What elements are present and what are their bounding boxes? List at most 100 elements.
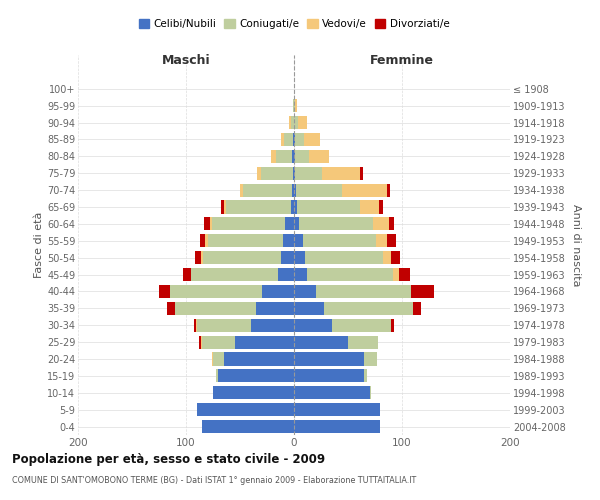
Bar — [364, 352, 377, 366]
Bar — [298, 116, 307, 129]
Bar — [203, 251, 281, 264]
Bar — [293, 133, 294, 146]
Bar — [387, 184, 390, 196]
Bar — [304, 133, 320, 146]
Bar — [389, 218, 394, 230]
Bar — [316, 285, 410, 298]
Bar — [294, 386, 370, 400]
Bar — [205, 234, 208, 247]
Bar — [200, 234, 205, 247]
Bar — [170, 285, 262, 298]
Bar — [257, 166, 260, 180]
Bar — [294, 268, 307, 281]
Bar — [294, 200, 297, 213]
Bar — [194, 251, 201, 264]
Bar — [360, 166, 363, 180]
Bar — [251, 318, 294, 332]
Bar — [294, 133, 295, 146]
Bar — [294, 234, 302, 247]
Bar — [194, 318, 196, 332]
Bar — [159, 285, 170, 298]
Bar — [210, 218, 212, 230]
Bar — [205, 218, 210, 230]
Bar — [294, 420, 380, 433]
Bar — [202, 420, 294, 433]
Bar — [224, 200, 226, 213]
Bar — [224, 352, 294, 366]
Bar — [212, 218, 286, 230]
Text: Femmine: Femmine — [370, 54, 434, 67]
Bar — [201, 336, 202, 348]
Bar — [294, 251, 305, 264]
Bar — [341, 184, 387, 196]
Bar — [360, 200, 379, 213]
Bar — [307, 268, 394, 281]
Bar — [294, 218, 299, 230]
Bar — [376, 234, 387, 247]
Text: COMUNE DI SANT'OMOBONO TERME (BG) - Dati ISTAT 1° gennaio 2009 - Elaborazione TU: COMUNE DI SANT'OMOBONO TERME (BG) - Dati… — [12, 476, 416, 485]
Bar — [294, 116, 298, 129]
Bar — [271, 150, 275, 163]
Bar — [175, 302, 256, 315]
Bar — [293, 99, 294, 112]
Bar — [294, 150, 295, 163]
Bar — [295, 99, 297, 112]
Bar — [294, 352, 364, 366]
Bar — [295, 166, 322, 180]
Bar — [167, 302, 175, 315]
Bar — [201, 251, 203, 264]
Bar — [291, 116, 294, 129]
Bar — [302, 234, 376, 247]
Bar — [196, 318, 197, 332]
Bar — [324, 302, 413, 315]
Bar — [387, 234, 395, 247]
Bar — [281, 133, 284, 146]
Bar — [292, 150, 294, 163]
Y-axis label: Anni di nascita: Anni di nascita — [571, 204, 581, 286]
Bar — [294, 99, 295, 112]
Bar — [226, 200, 291, 213]
Bar — [191, 268, 278, 281]
Bar — [278, 268, 294, 281]
Bar — [294, 302, 324, 315]
Bar — [413, 302, 421, 315]
Bar — [399, 268, 410, 281]
Bar — [291, 200, 294, 213]
Bar — [218, 370, 294, 382]
Bar — [286, 218, 294, 230]
Bar — [309, 150, 329, 163]
Bar — [294, 336, 348, 348]
Bar — [260, 166, 293, 180]
Legend: Celibi/Nubili, Coniugati/e, Vedovi/e, Divorziati/e: Celibi/Nubili, Coniugati/e, Vedovi/e, Di… — [134, 14, 454, 33]
Bar — [294, 184, 296, 196]
Bar — [262, 285, 294, 298]
Bar — [197, 318, 251, 332]
Bar — [297, 200, 360, 213]
Bar — [294, 318, 332, 332]
Bar — [364, 370, 367, 382]
Bar — [294, 370, 364, 382]
Bar — [373, 218, 389, 230]
Bar — [293, 166, 294, 180]
Bar — [296, 184, 341, 196]
Bar — [202, 336, 235, 348]
Y-axis label: Fasce di età: Fasce di età — [34, 212, 44, 278]
Bar — [235, 336, 294, 348]
Bar — [322, 166, 360, 180]
Bar — [240, 184, 243, 196]
Bar — [256, 302, 294, 315]
Bar — [199, 336, 201, 348]
Bar — [348, 336, 378, 348]
Text: Popolazione per età, sesso e stato civile - 2009: Popolazione per età, sesso e stato civil… — [12, 452, 325, 466]
Bar — [299, 218, 373, 230]
Bar — [283, 234, 294, 247]
Bar — [295, 133, 304, 146]
Bar — [183, 268, 191, 281]
Bar — [394, 268, 399, 281]
Bar — [294, 166, 295, 180]
Bar — [216, 370, 218, 382]
Bar — [295, 150, 309, 163]
Bar — [213, 386, 294, 400]
Bar — [208, 234, 283, 247]
Text: Maschi: Maschi — [161, 54, 211, 67]
